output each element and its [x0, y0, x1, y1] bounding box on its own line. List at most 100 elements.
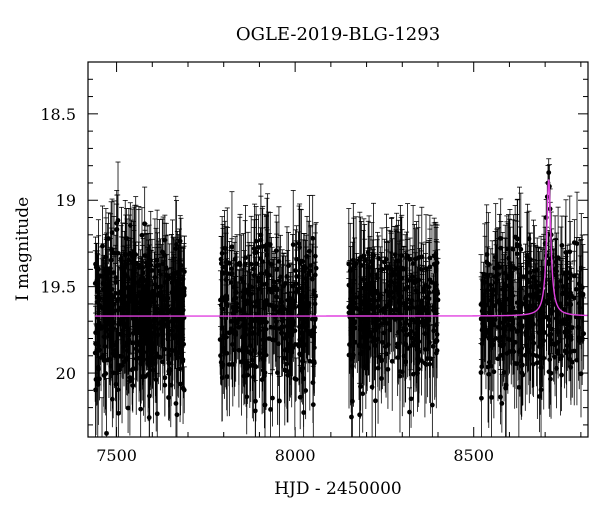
point-marker	[144, 296, 150, 302]
point-marker	[255, 312, 261, 318]
point-marker	[293, 376, 299, 382]
data-point	[111, 288, 117, 334]
point-marker	[120, 328, 125, 334]
data-point	[357, 382, 363, 437]
point-marker	[116, 296, 121, 302]
data-point	[102, 312, 108, 381]
data-point	[138, 312, 144, 368]
data-point	[155, 232, 161, 342]
point-marker	[124, 235, 129, 241]
point-marker	[146, 415, 152, 420]
point-marker	[369, 297, 375, 303]
point-marker	[396, 272, 401, 278]
point-marker	[395, 344, 401, 350]
point-marker	[357, 257, 363, 263]
point-marker	[285, 297, 291, 303]
point-marker	[124, 273, 130, 279]
point-marker	[95, 380, 101, 386]
point-marker	[125, 307, 131, 313]
point-marker	[407, 305, 412, 311]
data-point	[127, 202, 133, 249]
data-point	[93, 341, 99, 437]
point-marker	[150, 323, 156, 329]
point-marker	[292, 342, 298, 347]
data-point	[162, 354, 168, 416]
point-marker	[101, 334, 107, 340]
data-point	[114, 194, 120, 264]
point-marker	[168, 367, 174, 373]
point-marker	[392, 287, 398, 292]
data-point	[143, 286, 149, 340]
point-marker	[297, 394, 303, 400]
data-point	[117, 252, 123, 332]
point-marker	[97, 347, 103, 353]
data-point	[166, 374, 172, 421]
point-marker	[237, 262, 243, 268]
point-marker	[273, 248, 279, 254]
point-marker	[130, 340, 135, 346]
point-marker	[349, 414, 354, 420]
point-marker	[271, 325, 277, 331]
point-marker	[360, 391, 366, 397]
point-marker	[304, 285, 310, 290]
point-marker	[141, 349, 147, 355]
data-point	[107, 259, 113, 330]
point-marker	[171, 306, 177, 312]
point-marker	[180, 385, 186, 391]
point-marker	[357, 412, 363, 418]
data-point	[114, 330, 120, 416]
point-marker	[408, 396, 414, 402]
point-marker	[224, 374, 230, 380]
point-marker	[265, 241, 271, 247]
data-point	[138, 258, 144, 301]
point-marker	[243, 255, 248, 261]
point-marker	[167, 275, 173, 281]
point-marker	[263, 247, 269, 253]
point-marker	[430, 343, 436, 349]
point-marker	[124, 340, 130, 345]
point-marker	[280, 318, 285, 324]
point-marker	[279, 324, 285, 330]
point-marker	[116, 363, 122, 369]
point-marker	[284, 368, 290, 374]
data-point	[136, 209, 142, 326]
point-marker	[296, 241, 302, 246]
point-marker	[390, 269, 395, 275]
point-marker	[136, 265, 142, 271]
point-marker	[220, 362, 226, 368]
data-point	[177, 300, 183, 369]
data-point	[138, 350, 144, 437]
point-marker	[100, 243, 105, 249]
point-marker	[241, 323, 247, 329]
point-marker	[138, 337, 144, 343]
point-marker	[258, 256, 263, 261]
point-marker	[164, 303, 170, 309]
point-marker	[174, 310, 180, 316]
data-point	[105, 266, 111, 359]
data-point	[152, 277, 158, 342]
point-marker	[248, 291, 254, 297]
point-marker	[116, 410, 122, 416]
data-point	[133, 196, 139, 313]
point-marker	[305, 328, 311, 334]
point-marker	[145, 306, 151, 311]
point-marker	[369, 384, 375, 390]
data-point	[108, 227, 114, 271]
data-point	[142, 186, 148, 261]
point-marker	[107, 292, 113, 298]
point-marker	[181, 292, 187, 298]
point-marker	[105, 310, 111, 316]
point-marker	[113, 381, 119, 387]
point-marker	[166, 395, 171, 400]
point-marker	[153, 377, 159, 383]
point-marker	[411, 371, 416, 377]
point-marker	[148, 291, 154, 297]
point-marker	[138, 276, 144, 282]
point-marker	[133, 346, 139, 352]
point-marker	[178, 332, 183, 338]
point-marker	[159, 249, 165, 255]
data-point	[125, 282, 131, 337]
data-point	[153, 317, 159, 397]
point-marker	[300, 325, 305, 331]
point-marker	[277, 398, 282, 404]
